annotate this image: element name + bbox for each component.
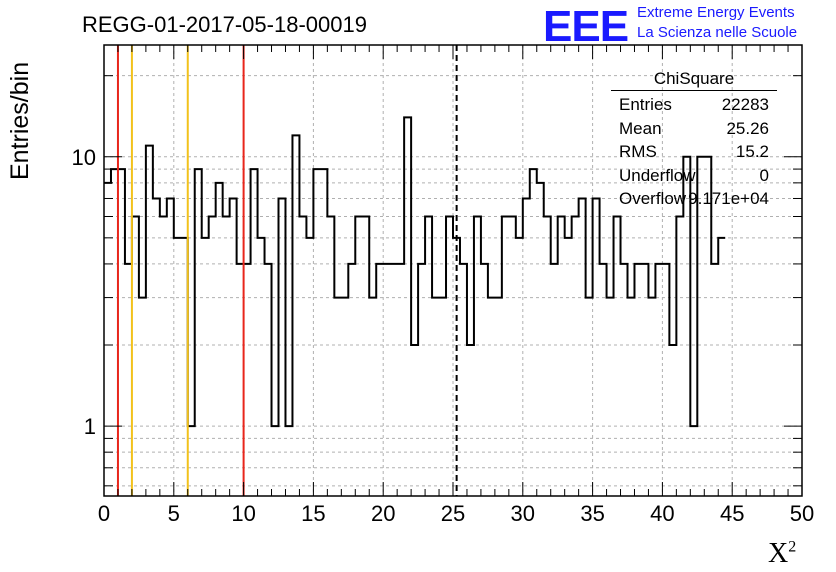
stats-label: Underflow [619, 165, 696, 185]
x-tick-label: 20 [371, 501, 395, 526]
x-tick-label: 0 [98, 501, 110, 526]
x-tick-label: 15 [301, 501, 325, 526]
x-axis-label-symbol: X [768, 538, 789, 569]
stats-value: 9.171e+04 [688, 189, 769, 208]
y-tick-label: 10 [72, 145, 96, 170]
x-tick-label: 10 [231, 501, 255, 526]
stats-label: Overflow [619, 189, 687, 208]
stats-label: RMS [619, 142, 657, 161]
x-tick-label: 5 [168, 501, 180, 526]
stats-label: Entries [619, 95, 672, 114]
stats-row-mean: Mean 25.26 [611, 117, 777, 141]
chart-title: REGG-01-2017-05-18-00019 [82, 12, 367, 37]
stats-value: 25.26 [726, 118, 769, 138]
x-tick-label: 30 [511, 501, 535, 526]
histogram-series [104, 116, 726, 428]
y-axis-label: Entries/bin [6, 61, 34, 180]
x-tick-label: 50 [790, 501, 814, 526]
y-tick-label: 1 [84, 414, 96, 439]
stats-row-underflow: Underflow 0 [611, 164, 777, 188]
eee-logo: EEE [543, 2, 629, 51]
stats-row-rms: RMS 15.2 [611, 140, 777, 164]
stats-title: ChiSquare [611, 69, 777, 91]
stats-label: Mean [619, 118, 662, 138]
stats-box: ChiSquare Entries 22283 Mean 25.26 RMS 1… [611, 69, 777, 211]
stats-value: 22283 [721, 95, 769, 114]
stats-row-overflow: Overflow 9.171e+04 [611, 187, 777, 211]
stats-row-entries: Entries 22283 [611, 93, 777, 117]
x-tick-label: 45 [720, 501, 744, 526]
stats-value: 0 [759, 165, 769, 185]
stats-value: 15.2 [735, 142, 769, 161]
logo-line-2: La Scienza nelle Scuole [637, 24, 798, 41]
x-axis-label: X2 [768, 538, 796, 570]
logo-line-1: Extreme Energy Events [637, 4, 795, 21]
x-tick-label: 40 [650, 501, 674, 526]
x-axis-label-superscript: 2 [788, 538, 797, 556]
x-tick-label: 25 [441, 501, 465, 526]
x-tick-label: 35 [580, 501, 604, 526]
